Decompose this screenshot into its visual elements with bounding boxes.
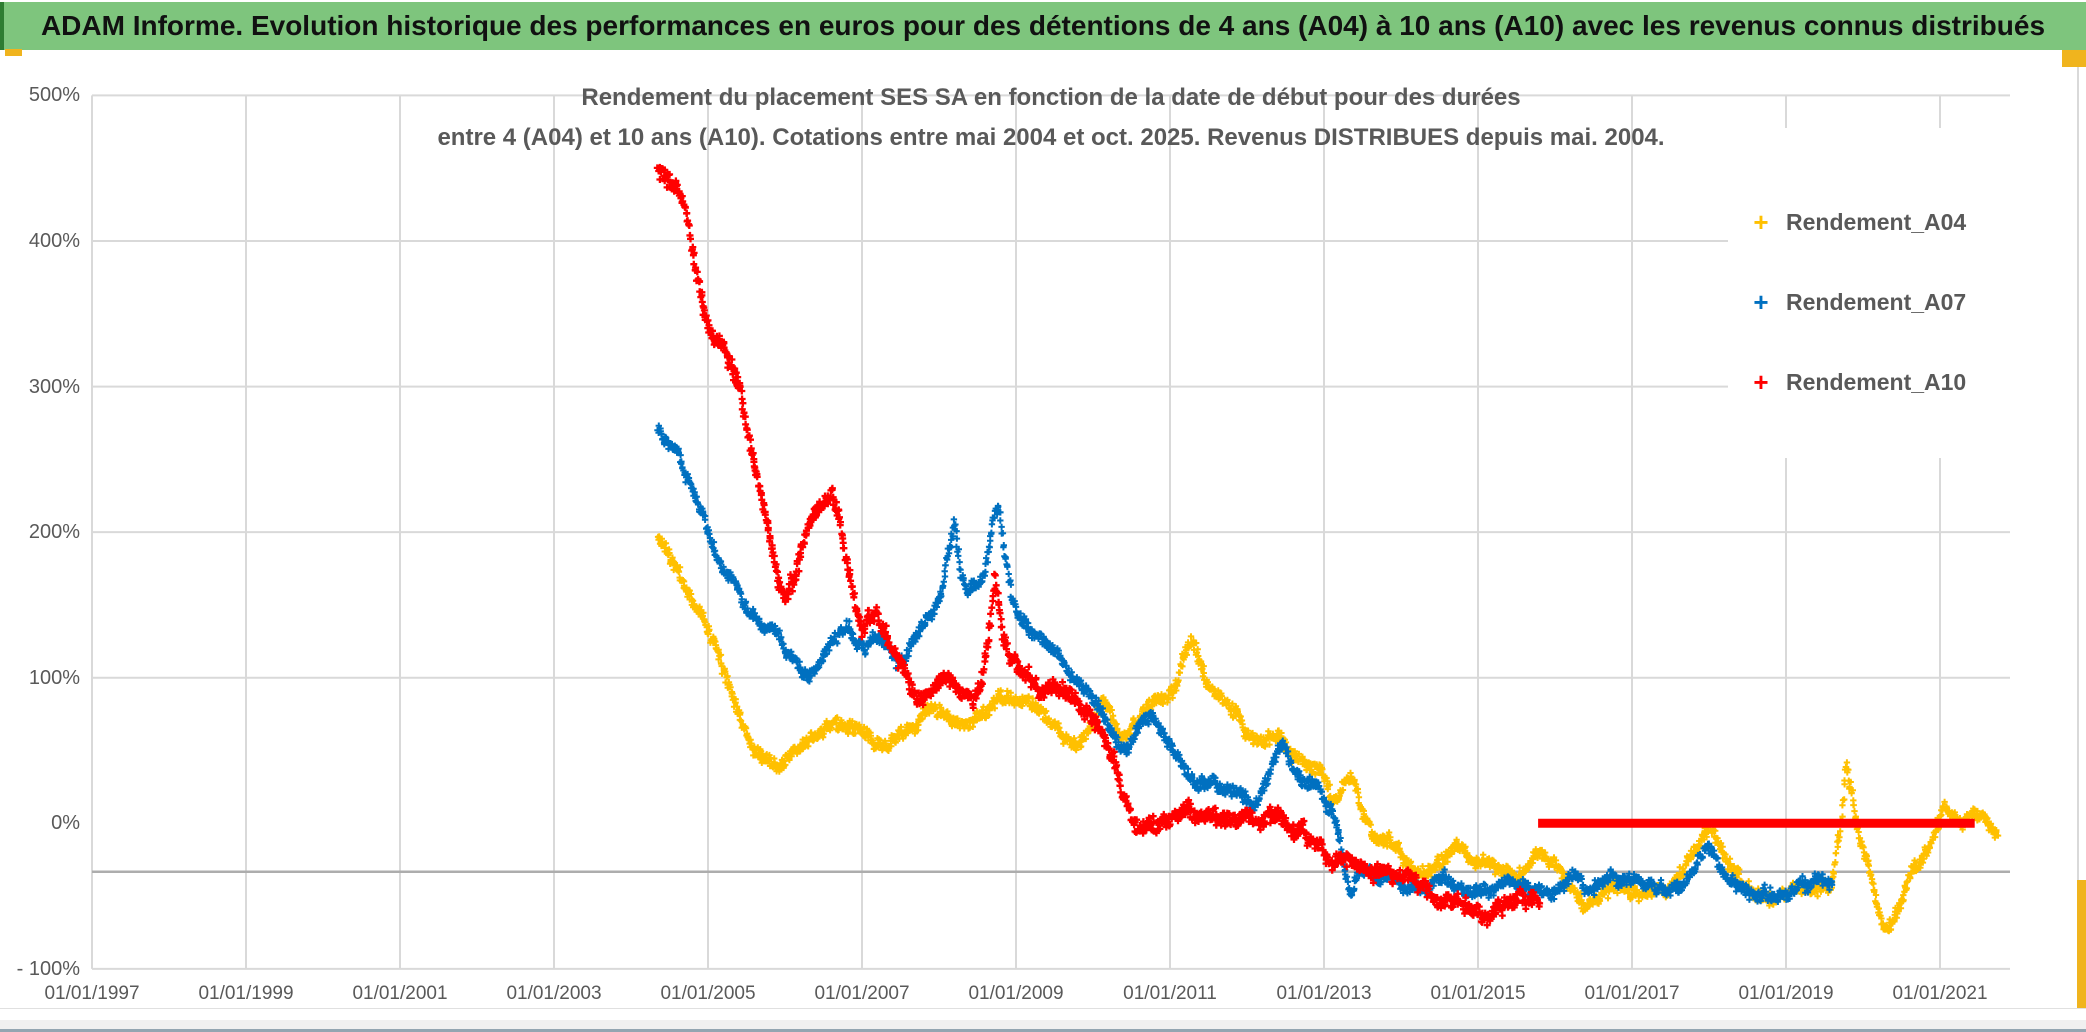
x-tick-label: 01/01/2009 — [968, 983, 1064, 1004]
legend-plus-marker-icon: + — [1753, 366, 1769, 397]
x-tick-label: 01/01/2001 — [352, 983, 448, 1004]
legend-plus-marker-icon: + — [1753, 206, 1769, 237]
header-bar: ADAM Informe. Evolution historique des p… — [0, 2, 2086, 50]
y-tick-label: 400% — [28, 229, 80, 252]
x-tick-label: 01/01/2015 — [1430, 983, 1526, 1004]
y-tick-label: 0% — [51, 812, 80, 835]
series-Rendement_A04 — [654, 533, 2002, 935]
y-tick-label: 100% — [28, 666, 80, 689]
x-tick-label: 01/01/1999 — [198, 983, 294, 1004]
legend-label: Rendement_A07 — [1786, 288, 1967, 315]
y-tick-label: 300% — [28, 375, 80, 398]
gridlines — [91, 94, 2010, 970]
chart-title-line1: Rendement du placement SES SA en fonctio… — [581, 84, 1521, 111]
legend-label: Rendement_A04 — [1786, 208, 1967, 235]
x-tick-label: 01/01/2005 — [660, 983, 756, 1004]
y-tick-label: - 100% — [16, 957, 80, 980]
x-tick-label: 01/01/2003 — [506, 983, 602, 1004]
bottom-edge — [0, 1029, 2086, 1032]
legend-entry-Rendement_A04[interactable]: + Rendement_A04 — [1748, 200, 2048, 244]
legend-entry-Rendement_A10[interactable]: + Rendement_A10 — [1748, 360, 2048, 404]
x-tick-label: 01/01/2011 — [1123, 983, 1217, 1004]
legend: + Rendement_A04 + Rendement_A07 + Rendement_A… — [1748, 200, 2048, 440]
x-tick-label: 01/01/2013 — [1276, 983, 1372, 1004]
x-tick-label: 01/01/2007 — [814, 983, 910, 1004]
x-tick-label: 01/01/1997 — [44, 983, 140, 1004]
header-left-accent — [0, 2, 4, 50]
x-tick-label: 01/01/2019 — [1738, 983, 1834, 1004]
legend-box — [1728, 128, 2074, 458]
x-tick-label: 01/01/2021 — [1892, 983, 1988, 1004]
frame-corner-top-right — [2062, 50, 2086, 67]
header-title: ADAM Informe. Evolution historique des p… — [40, 10, 2046, 41]
x-tick-label: 01/01/2017 — [1584, 983, 1680, 1004]
legend-entry-Rendement_A07[interactable]: + Rendement_A07 — [1748, 280, 2048, 324]
chart-title-line2: entre 4 (A04) et 10 ans (A10). Cotations… — [437, 124, 1665, 151]
y-tick-label: 200% — [28, 521, 80, 544]
bottom-band — [0, 1020, 2086, 1029]
chart-title: Rendement du placement SES SA en fonctio… — [92, 78, 2010, 158]
frame-right-strip — [2077, 880, 2086, 1030]
legend-plus-marker-icon: + — [1753, 286, 1769, 317]
series-Rendement_A10 — [653, 163, 1544, 929]
series-Rendement_A07 — [654, 422, 1836, 905]
legend-label: Rendement_A10 — [1786, 368, 1967, 395]
y-tick-label: 500% — [28, 84, 80, 107]
frame-corner-top-left — [5, 49, 22, 56]
